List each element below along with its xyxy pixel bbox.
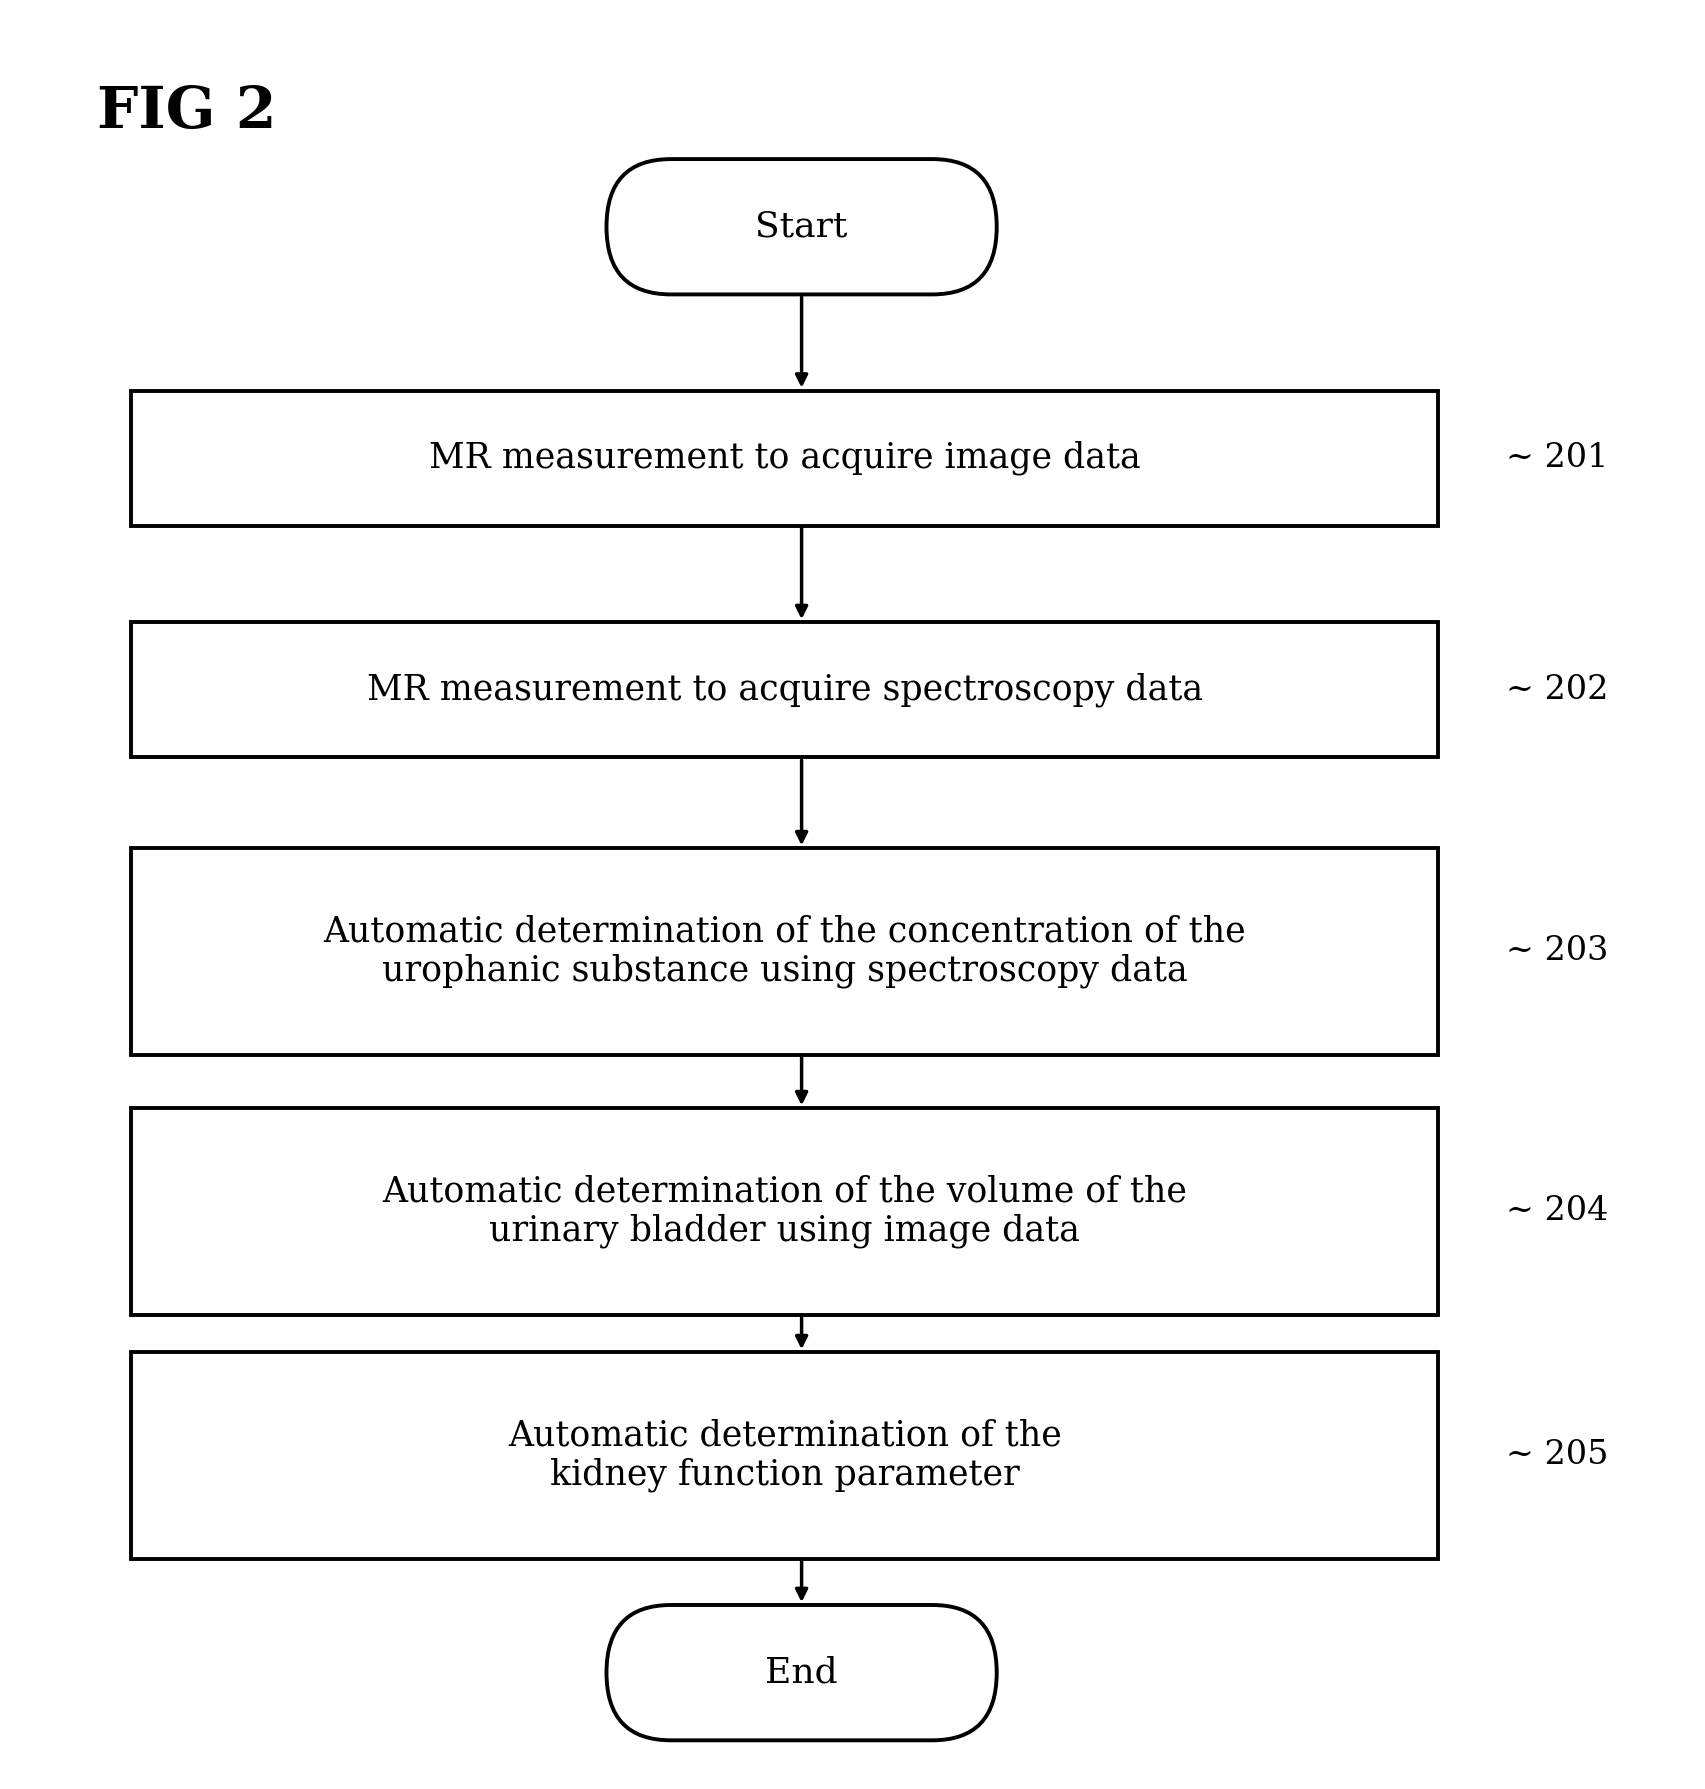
FancyBboxPatch shape [131, 1352, 1437, 1558]
FancyBboxPatch shape [131, 390, 1437, 526]
Text: Start: Start [755, 209, 847, 243]
FancyBboxPatch shape [607, 159, 997, 295]
Text: Automatic determination of the
kidney function parameter: Automatic determination of the kidney fu… [508, 1419, 1062, 1492]
FancyBboxPatch shape [131, 848, 1437, 1056]
Text: ~ 205: ~ 205 [1506, 1440, 1608, 1471]
Text: Automatic determination of the volume of the
urinary bladder using image data: Automatic determination of the volume of… [382, 1175, 1187, 1249]
Text: ~ 201: ~ 201 [1506, 442, 1608, 474]
Text: End: End [766, 1655, 837, 1689]
Text: FIG 2: FIG 2 [97, 84, 276, 140]
Text: ~ 203: ~ 203 [1506, 936, 1608, 968]
Text: Automatic determination of the concentration of the
urophanic substance using sp: Automatic determination of the concentra… [324, 914, 1246, 989]
Text: ~ 204: ~ 204 [1506, 1195, 1608, 1227]
Text: MR measurement to acquire spectroscopy data: MR measurement to acquire spectroscopy d… [367, 673, 1202, 707]
FancyBboxPatch shape [607, 1605, 997, 1741]
FancyBboxPatch shape [131, 623, 1437, 757]
FancyBboxPatch shape [131, 1107, 1437, 1315]
Text: MR measurement to acquire image data: MR measurement to acquire image data [428, 440, 1141, 476]
Text: ~ 202: ~ 202 [1506, 674, 1608, 705]
